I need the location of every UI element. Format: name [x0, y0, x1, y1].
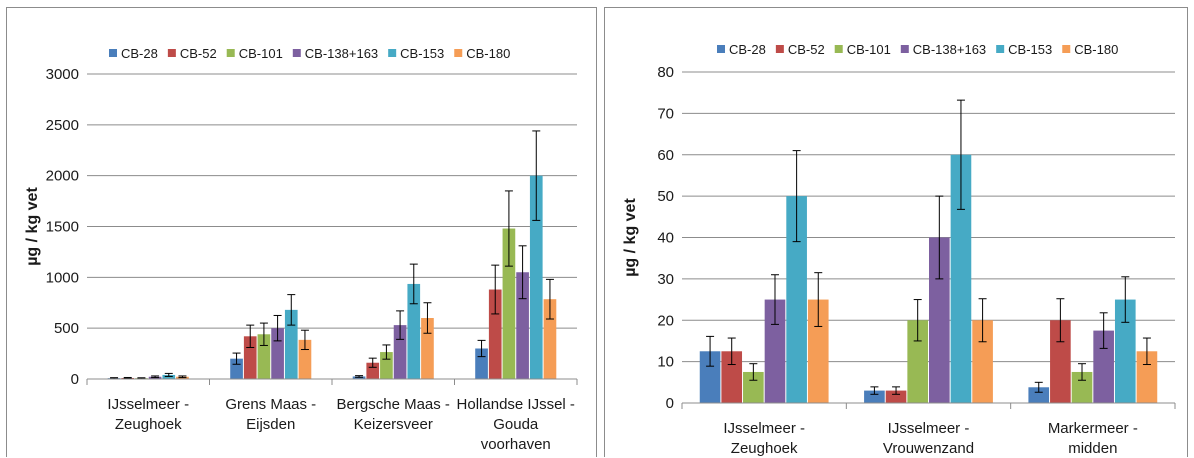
chart-panel-left: 0 500 1000 1500 2000 2500 3000 µg / kg vet CB-28…	[6, 7, 597, 457]
legend-swatch	[717, 45, 725, 53]
x-category-label-line: Grens Maas -	[225, 396, 316, 413]
x-category-label-line: Hollandse IJssel -	[457, 396, 575, 413]
legend-swatch	[454, 49, 463, 57]
bar	[1028, 387, 1050, 403]
legend-label: CB-101	[847, 42, 891, 57]
y-tick-label: 2000	[46, 168, 79, 185]
legend-swatch	[388, 49, 397, 57]
bar	[529, 175, 543, 379]
legend-swatch	[292, 49, 301, 57]
bar	[1093, 330, 1114, 403]
chart-panel-right: 0 10 20 30 40 50 60 70 80 µg / kg vet CB-28 CB-52 CB…	[604, 7, 1188, 457]
bar	[764, 299, 786, 403]
y-tick-label: 80	[657, 64, 674, 81]
bar	[243, 336, 257, 379]
legend-label: CB-52	[180, 46, 217, 61]
y-tick-label: 10	[657, 354, 674, 371]
y-tick-label: 1500	[46, 219, 79, 236]
bar	[950, 154, 972, 403]
x-category-label: Bergsche Maas - Keizersveer	[337, 396, 450, 433]
legend-label: CB-52	[788, 42, 825, 57]
x-category-label: Grens Maas - Eijsden	[225, 396, 316, 433]
y-tick-label: 40	[657, 230, 674, 247]
legend-swatch	[226, 49, 235, 57]
chart-left: 0 500 1000 1500 2000 2500 3000 µg / kg vet CB-28…	[24, 46, 578, 453]
x-category-label: IJsselmeer - Vrouwenzand	[883, 420, 974, 457]
legend-label: CB-138+163	[305, 46, 378, 61]
legend-swatch	[1062, 45, 1071, 53]
y-tick-label: 0	[71, 371, 79, 388]
bar	[1071, 371, 1093, 403]
bar	[786, 196, 807, 403]
legend-label: CB-153	[1008, 42, 1052, 57]
x-category-label-line: midden	[1068, 440, 1117, 457]
chart-right: 0 10 20 30 40 50 60 70 80 µg / kg vet CB-28 CB-52 CB…	[622, 42, 1176, 457]
legend-swatch	[775, 45, 784, 53]
x-category-label: Markermeer - midden	[1048, 420, 1138, 457]
bar	[743, 371, 764, 403]
y-tick-label: 3000	[46, 66, 79, 83]
legend-label: CB-138+163	[913, 42, 986, 57]
bar	[907, 320, 928, 403]
bar	[1114, 299, 1136, 403]
bar	[475, 348, 488, 379]
legend-swatch	[167, 49, 176, 57]
legend-swatch	[109, 49, 117, 57]
bar	[488, 289, 502, 379]
y-tick-label: 500	[54, 320, 79, 337]
y-tick-label: 20	[657, 312, 674, 329]
legend-swatch	[834, 45, 843, 53]
bar	[393, 325, 407, 379]
x-category-label-line: Markermeer -	[1048, 420, 1138, 437]
y-axis-label: µg / kg vet	[622, 198, 639, 277]
bar	[366, 362, 380, 379]
x-category-label-line: Vrouwenzand	[883, 440, 974, 457]
x-category-label-line: Zeughoek	[731, 440, 798, 457]
legend-label: CB-180	[466, 46, 510, 61]
bar	[230, 358, 243, 379]
bar	[1136, 351, 1158, 403]
bar	[972, 320, 993, 403]
bar	[699, 351, 721, 403]
bar	[407, 283, 421, 379]
legend-swatch	[996, 45, 1005, 53]
x-category-label-line: IJsselmeer -	[107, 396, 189, 413]
y-tick-label: 30	[657, 271, 674, 288]
x-category-label-line: IJsselmeer -	[723, 420, 805, 437]
y-tick-label: 2500	[46, 117, 79, 134]
legend-swatch	[900, 45, 909, 53]
bar	[864, 390, 885, 403]
bar	[885, 390, 907, 403]
y-axis-label: µg / kg vet	[24, 187, 41, 266]
legend-label: CB-28	[121, 46, 158, 61]
y-tick-label: 0	[666, 395, 674, 412]
x-category-label-line: voorhaven	[481, 436, 551, 453]
x-category-label-line: Eijsden	[246, 416, 295, 433]
x-category-label-line: Bergsche Maas -	[337, 396, 450, 413]
bar	[162, 374, 176, 379]
y-tick-label: 1000	[46, 269, 79, 286]
y-tick-label: 60	[657, 147, 674, 164]
x-category-label-line: IJsselmeer -	[888, 420, 970, 437]
y-tick-label: 50	[657, 188, 674, 205]
x-category-label-line: Gouda	[493, 416, 539, 433]
legend-label: CB-101	[239, 46, 283, 61]
x-category-label-line: Keizersveer	[354, 416, 433, 433]
bar	[1050, 320, 1071, 403]
legend-label: CB-153	[400, 46, 444, 61]
x-category-label: Hollandse IJssel - Gouda voorhaven	[457, 396, 575, 453]
bar	[284, 309, 298, 379]
bar	[807, 299, 829, 403]
x-category-label-line: Zeughoek	[115, 416, 182, 433]
bar	[721, 351, 743, 403]
x-category-label: IJsselmeer - Zeughoek	[107, 396, 189, 433]
bar	[929, 237, 950, 403]
x-category-label: IJsselmeer - Zeughoek	[723, 420, 805, 457]
legend-label: CB-28	[729, 42, 766, 57]
legend-label: CB-180	[1074, 42, 1118, 57]
y-tick-label: 70	[657, 105, 674, 122]
